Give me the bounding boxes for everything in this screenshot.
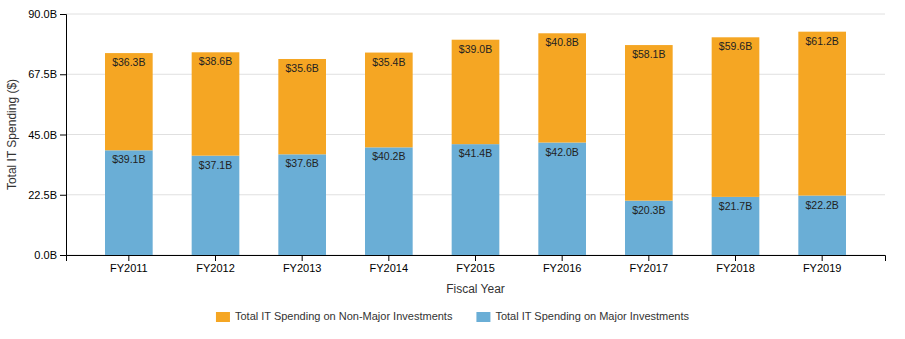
bar (105, 53, 153, 150)
x-tick: FY2011 (110, 255, 148, 274)
x-tick: FY2013 (283, 255, 322, 274)
data-label: $38.6B (199, 55, 232, 67)
bar (452, 144, 500, 255)
data-label: $35.6B (286, 62, 319, 74)
legend-label: Total IT Spending on Major Investments (495, 310, 689, 322)
legend-item: Total IT Spending on Major Investments (476, 310, 689, 322)
data-label: $37.1B (199, 159, 232, 171)
x-tick-line (735, 255, 736, 261)
bar (712, 197, 760, 255)
y-tick-line (60, 74, 66, 75)
bars (105, 32, 846, 255)
data-labels: $39.1B $37.1B $37.6B $40.2B $41.4B $42.0B $20.… (112, 35, 839, 216)
y-tick-line (60, 255, 66, 256)
bar (105, 150, 153, 255)
x-tick-line (562, 255, 563, 261)
data-label: $41.4B (459, 147, 492, 159)
bar (278, 154, 326, 255)
x-tick-line (302, 255, 303, 261)
x-tick-label: FY2014 (370, 262, 409, 274)
data-label: $20.3B (632, 204, 665, 216)
legend: Total IT Spending on Non-Major Investmen… (216, 310, 690, 322)
x-tick-line (648, 255, 649, 261)
bar (365, 147, 413, 255)
data-label: $22.2B (806, 199, 839, 211)
x-tick: FY2017 (630, 255, 669, 274)
data-label: $39.1B (112, 153, 145, 165)
legend-swatch (476, 312, 490, 322)
y-tick-line (60, 195, 66, 196)
y-tick: 67.5B (28, 68, 66, 80)
y-tick-label: 22.5B (28, 189, 57, 201)
data-label: $35.4B (372, 56, 405, 68)
chart-svg: $39.1B $37.1B $37.6B $40.2B $41.4B $42.0B $20.… (0, 0, 905, 339)
y-axis-title: Total IT Spending ($) (5, 79, 19, 190)
bar (625, 201, 673, 255)
data-label: $39.0B (459, 43, 492, 55)
x-tick-label: FY2011 (110, 262, 148, 274)
y-tick-label: 67.5B (28, 68, 57, 80)
legend-item: Total IT Spending on Non-Major Investmen… (216, 310, 453, 322)
x-axis-line (67, 256, 886, 262)
x-tick: FY2019 (803, 255, 842, 274)
legend-label: Total IT Spending on Non-Major Investmen… (235, 310, 453, 322)
bar (712, 37, 760, 197)
y-tick: 0.0B (34, 249, 66, 261)
y-tick: 22.5B (28, 189, 66, 201)
grid (66, 14, 885, 255)
x-tick: FY2016 (543, 255, 582, 274)
chart-container: $39.1B $37.1B $37.6B $40.2B $41.4B $42.0B $20.… (0, 0, 905, 339)
grid-line (66, 14, 885, 15)
y-tick: 90.0B (28, 8, 66, 20)
x-tick: FY2018 (716, 255, 755, 274)
data-label: $59.6B (719, 40, 752, 52)
y-tick-label: 90.0B (28, 8, 57, 20)
data-label: $61.2B (806, 35, 839, 47)
y-tick-line (60, 135, 66, 136)
x-axis-title: Fiscal Year (446, 282, 505, 296)
x-tick: FY2012 (196, 255, 235, 274)
y-tick-line (60, 14, 66, 15)
bar (452, 40, 500, 144)
data-label: $58.1B (632, 48, 665, 60)
data-label: $21.7B (719, 200, 752, 212)
bar (625, 45, 673, 201)
x-tick-label: FY2019 (803, 262, 842, 274)
x-tick-label: FY2016 (543, 262, 582, 274)
legend-swatch (216, 312, 230, 322)
bar (192, 52, 240, 155)
x-tick-line (822, 255, 823, 261)
x-tick-label: FY2012 (196, 262, 235, 274)
y-tick: 45.0B (28, 129, 66, 141)
y-tick-label: 45.0B (28, 129, 57, 141)
x-tick: FY2014 (370, 255, 409, 274)
bar (538, 143, 586, 255)
x-tick-line (215, 255, 216, 261)
series-bars (105, 32, 846, 201)
bar (798, 196, 846, 255)
x-tick-label: FY2013 (283, 262, 322, 274)
bar (538, 33, 586, 142)
x-tick-label: FY2018 (716, 262, 755, 274)
plot: $39.1B $37.1B $37.6B $40.2B $41.4B $42.0B $20.… (5, 8, 886, 296)
bar (365, 53, 413, 148)
x-axis: FY2011 FY2012 FY2013 FY2014 FY2015 FY2016 FY20… (67, 255, 886, 274)
data-label: $40.8B (546, 36, 579, 48)
bar (192, 156, 240, 255)
data-label: $40.2B (372, 150, 405, 162)
x-tick-label: FY2015 (456, 262, 495, 274)
y-tick-label: 0.0B (34, 249, 57, 261)
x-tick-line (388, 255, 389, 261)
x-tick-label: FY2017 (630, 262, 669, 274)
data-label: $36.3B (112, 56, 145, 68)
bar (278, 59, 326, 154)
data-label: $37.6B (286, 157, 319, 169)
x-tick: FY2015 (456, 255, 495, 274)
y-axis-line (60, 15, 67, 256)
data-label: $42.0B (546, 146, 579, 158)
bar (798, 32, 846, 196)
x-tick-line (128, 255, 129, 261)
y-axis: 0.0B 22.5B 45.0B 67.5B 90.0B (28, 8, 66, 261)
x-tick-line (475, 255, 476, 261)
